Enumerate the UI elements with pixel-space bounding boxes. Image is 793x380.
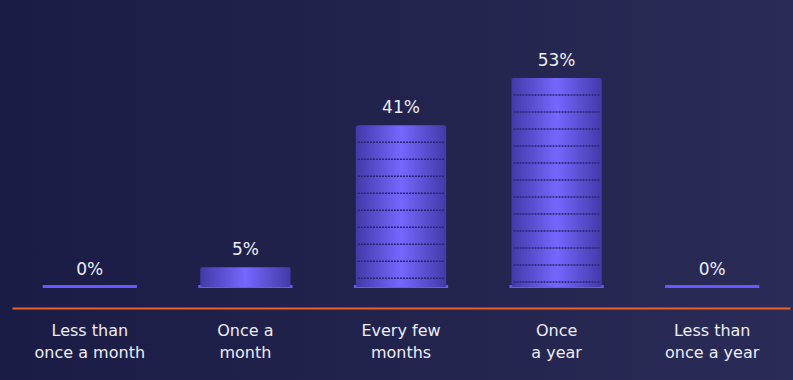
coin-edge xyxy=(513,264,599,266)
coin-edge xyxy=(513,128,599,130)
coin-edge xyxy=(513,281,599,283)
coin-stack xyxy=(356,125,446,287)
tick-label-line: months xyxy=(371,343,431,362)
bar xyxy=(667,287,757,288)
tick-label-line: Every few xyxy=(361,321,440,340)
axis-line xyxy=(13,308,791,310)
background xyxy=(0,0,793,380)
data-labels: 0% 5% 41% 53% 0% xyxy=(76,50,725,279)
coin-edge xyxy=(513,247,599,249)
tick-label: Less than once a year xyxy=(665,321,760,362)
tick-label: Once a month xyxy=(217,321,273,362)
coin-stack xyxy=(511,78,601,287)
coin-edge xyxy=(358,193,444,195)
coin-edge xyxy=(513,230,599,232)
tick: Once a year xyxy=(531,308,582,362)
coin-edge xyxy=(358,244,444,246)
data-label: 5% xyxy=(232,239,259,259)
bar-base xyxy=(43,285,137,288)
coin-stack xyxy=(200,267,290,287)
tick-label-line: once a month xyxy=(35,343,145,362)
tick: Less than once a month xyxy=(35,308,145,362)
bar xyxy=(45,287,135,288)
bar-base xyxy=(665,285,759,288)
data-label: 53% xyxy=(538,50,576,70)
coin-edge xyxy=(513,162,599,164)
coin-edge xyxy=(358,142,444,144)
tick: Every few months xyxy=(361,308,440,362)
tick: Less than once a year xyxy=(665,308,760,362)
coin-edge xyxy=(513,179,599,181)
data-label: 41% xyxy=(382,97,420,117)
tick-label-line: Once a xyxy=(217,321,273,340)
coin-edge xyxy=(513,94,599,96)
coin-edge xyxy=(358,261,444,263)
coin-edge xyxy=(513,111,599,113)
tick-label: Once a year xyxy=(531,321,582,362)
coin-edge xyxy=(513,145,599,147)
x-axis: Less than once a month Once a month Every fe… xyxy=(13,308,791,362)
tick-label-line: Less than xyxy=(674,321,751,340)
tick-label-line: a year xyxy=(531,343,582,362)
coin-edge xyxy=(358,278,444,280)
bar xyxy=(356,125,446,287)
tick-label-line: Less than xyxy=(52,321,129,340)
bar xyxy=(511,78,601,287)
tick-label: Every few months xyxy=(361,321,440,362)
tick: Once a month xyxy=(217,308,273,362)
chart: 0% 5% 41% 53% 0% Less than once a month Once a m… xyxy=(0,0,793,380)
coin-edge xyxy=(358,159,444,161)
data-label: 0% xyxy=(76,259,103,279)
tick-label-line: month xyxy=(219,343,271,362)
bar xyxy=(200,267,290,287)
data-label: 0% xyxy=(699,259,726,279)
plot-area xyxy=(43,78,760,288)
coin-edge xyxy=(358,210,444,212)
coin-edge xyxy=(513,213,599,215)
coin-edge xyxy=(513,196,599,198)
coin-edge xyxy=(358,227,444,229)
tick-label: Less than once a month xyxy=(35,321,145,362)
coin-edge xyxy=(358,176,444,178)
tick-label-line: once a year xyxy=(665,343,760,362)
tick-label-line: Once xyxy=(536,321,577,340)
